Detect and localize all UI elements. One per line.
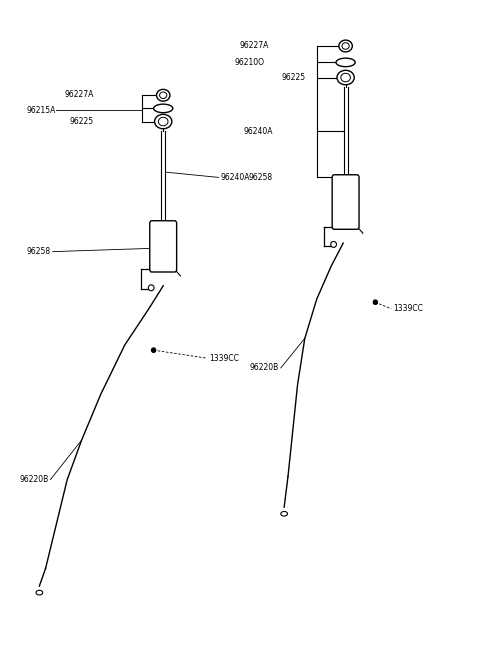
Text: 96220B: 96220B [19, 475, 48, 484]
Ellipse shape [36, 591, 43, 595]
Ellipse shape [148, 285, 154, 290]
FancyBboxPatch shape [332, 175, 359, 229]
Ellipse shape [337, 70, 354, 85]
Text: 96240A: 96240A [243, 127, 273, 136]
Ellipse shape [152, 348, 156, 352]
Ellipse shape [156, 89, 170, 101]
Text: 96240A: 96240A [221, 173, 250, 182]
Text: 96215A: 96215A [26, 106, 56, 115]
Ellipse shape [341, 74, 350, 81]
Text: 1339CC: 1339CC [209, 353, 239, 363]
Ellipse shape [281, 511, 288, 516]
Ellipse shape [373, 300, 378, 305]
Text: 96225: 96225 [70, 117, 94, 126]
Ellipse shape [342, 43, 349, 49]
Text: 96227A: 96227A [64, 90, 94, 99]
Ellipse shape [339, 40, 352, 52]
FancyBboxPatch shape [150, 221, 177, 272]
Text: 96258: 96258 [249, 173, 273, 182]
Ellipse shape [159, 92, 167, 99]
Ellipse shape [331, 242, 336, 248]
Text: 96258: 96258 [26, 247, 50, 256]
Text: 96220B: 96220B [250, 363, 279, 373]
Ellipse shape [154, 104, 173, 113]
Text: 96225: 96225 [281, 73, 305, 82]
Text: 96210O: 96210O [234, 58, 264, 67]
Text: 1339CC: 1339CC [394, 304, 423, 313]
Ellipse shape [155, 114, 172, 129]
Ellipse shape [158, 117, 168, 126]
Text: 96227A: 96227A [240, 41, 269, 51]
Ellipse shape [336, 58, 355, 66]
